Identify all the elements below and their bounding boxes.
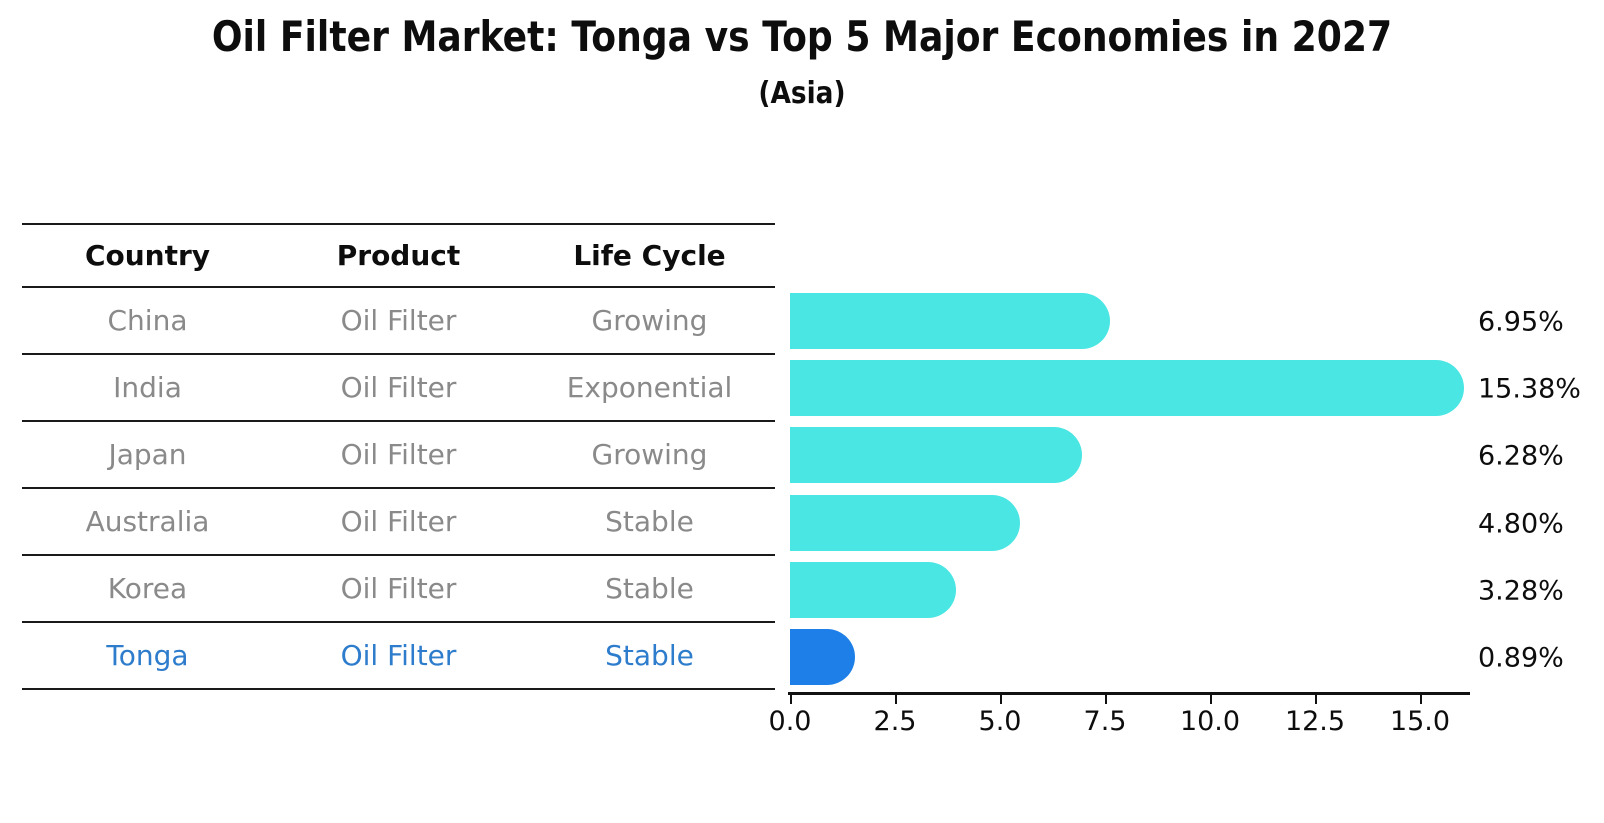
bar-row-tonga: 0.89%: [790, 624, 1600, 691]
cell-country: India: [113, 371, 182, 404]
x-axis-tick: [895, 695, 897, 704]
bar-row-japan: 6.28%: [790, 422, 1600, 489]
cell-product: Oil Filter: [340, 505, 457, 538]
cell-product: Oil Filter: [340, 572, 457, 605]
x-axis-tick-label: 10.0: [1179, 706, 1241, 737]
x-axis-tick: [1000, 695, 1002, 704]
value-label-japan: 6.28%: [1478, 440, 1564, 471]
table-row-japan: Japan Oil Filter Growing: [22, 422, 775, 489]
cell-product: Oil Filter: [340, 304, 457, 337]
cell-life-cycle: Exponential: [566, 371, 733, 404]
table-row-china: China Oil Filter Growing: [22, 288, 775, 355]
bar-japan: [790, 427, 1082, 483]
bar-chart: 6.95% 15.38% 6.28% 4.80% 3.28% 0.89% 0.0…: [769, 288, 1581, 737]
table-row-korea: Korea Oil Filter Stable: [22, 556, 775, 623]
value-label-australia: 4.80%: [1478, 508, 1564, 539]
column-header-country: Country: [84, 239, 211, 272]
cell-country: Tonga: [106, 639, 189, 672]
x-axis-tick-label: 5.0: [978, 706, 1022, 737]
cell-life-cycle: Stable: [605, 572, 694, 605]
cell-life-cycle: Stable: [605, 505, 694, 538]
bar-row-korea: 3.28%: [790, 557, 1600, 624]
cell-country: China: [107, 304, 188, 337]
cell-life-cycle: Stable: [605, 639, 694, 672]
chart-title: Oil Filter Market: Tonga vs Top 5 Major …: [211, 12, 1393, 61]
value-label-china: 6.95%: [1478, 306, 1564, 337]
cell-country: Australia: [85, 505, 210, 538]
x-axis-line: [788, 692, 1470, 695]
chart-subtitle: (Asia): [758, 76, 846, 111]
bar-australia: [790, 495, 1020, 551]
x-axis-tick-label: 12.5: [1284, 706, 1346, 737]
x-axis-tick-label: 7.5: [1083, 706, 1127, 737]
cell-product: Oil Filter: [340, 371, 457, 404]
cell-country: Japan: [108, 438, 187, 471]
x-axis-tick: [1420, 695, 1422, 704]
x-axis-tick: [790, 695, 792, 704]
cell-country: Korea: [107, 572, 188, 605]
bar-china: [790, 293, 1110, 349]
bar-row-india: 15.38%: [790, 355, 1600, 422]
table-row-australia: Australia Oil Filter Stable: [22, 489, 775, 556]
table-row-tonga: Tonga Oil Filter Stable: [22, 623, 775, 690]
x-axis-tick: [1210, 695, 1212, 704]
value-label-korea: 3.28%: [1478, 575, 1564, 606]
x-axis-tick: [1315, 695, 1317, 704]
bar-row-australia: 4.80%: [790, 490, 1600, 557]
cell-product: Oil Filter: [340, 438, 457, 471]
table-row-india: India Oil Filter Exponential: [22, 355, 775, 422]
x-axis-tick: [1105, 695, 1107, 704]
value-label-india: 15.38%: [1478, 373, 1581, 404]
bar-tonga-highlighted: [790, 629, 856, 685]
column-header-product: Product: [336, 239, 461, 272]
bar-row-china: 6.95%: [790, 288, 1600, 355]
bar-india: [790, 360, 1464, 416]
cell-life-cycle: Growing: [591, 438, 708, 471]
x-axis-tick-label: 2.5: [873, 706, 917, 737]
cell-product: Oil Filter: [340, 639, 457, 672]
value-label-tonga: 0.89%: [1478, 642, 1564, 673]
x-axis-tick-label: 0.0: [768, 706, 812, 737]
cell-life-cycle: Growing: [591, 304, 708, 337]
country-table: Country Product Life Cycle China Oil Fil…: [22, 223, 775, 690]
table-header-row: Country Product Life Cycle: [22, 223, 775, 288]
x-axis-tick-label: 15.0: [1389, 706, 1451, 737]
column-header-life-cycle: Life Cycle: [573, 239, 726, 272]
bar-korea: [790, 562, 956, 618]
